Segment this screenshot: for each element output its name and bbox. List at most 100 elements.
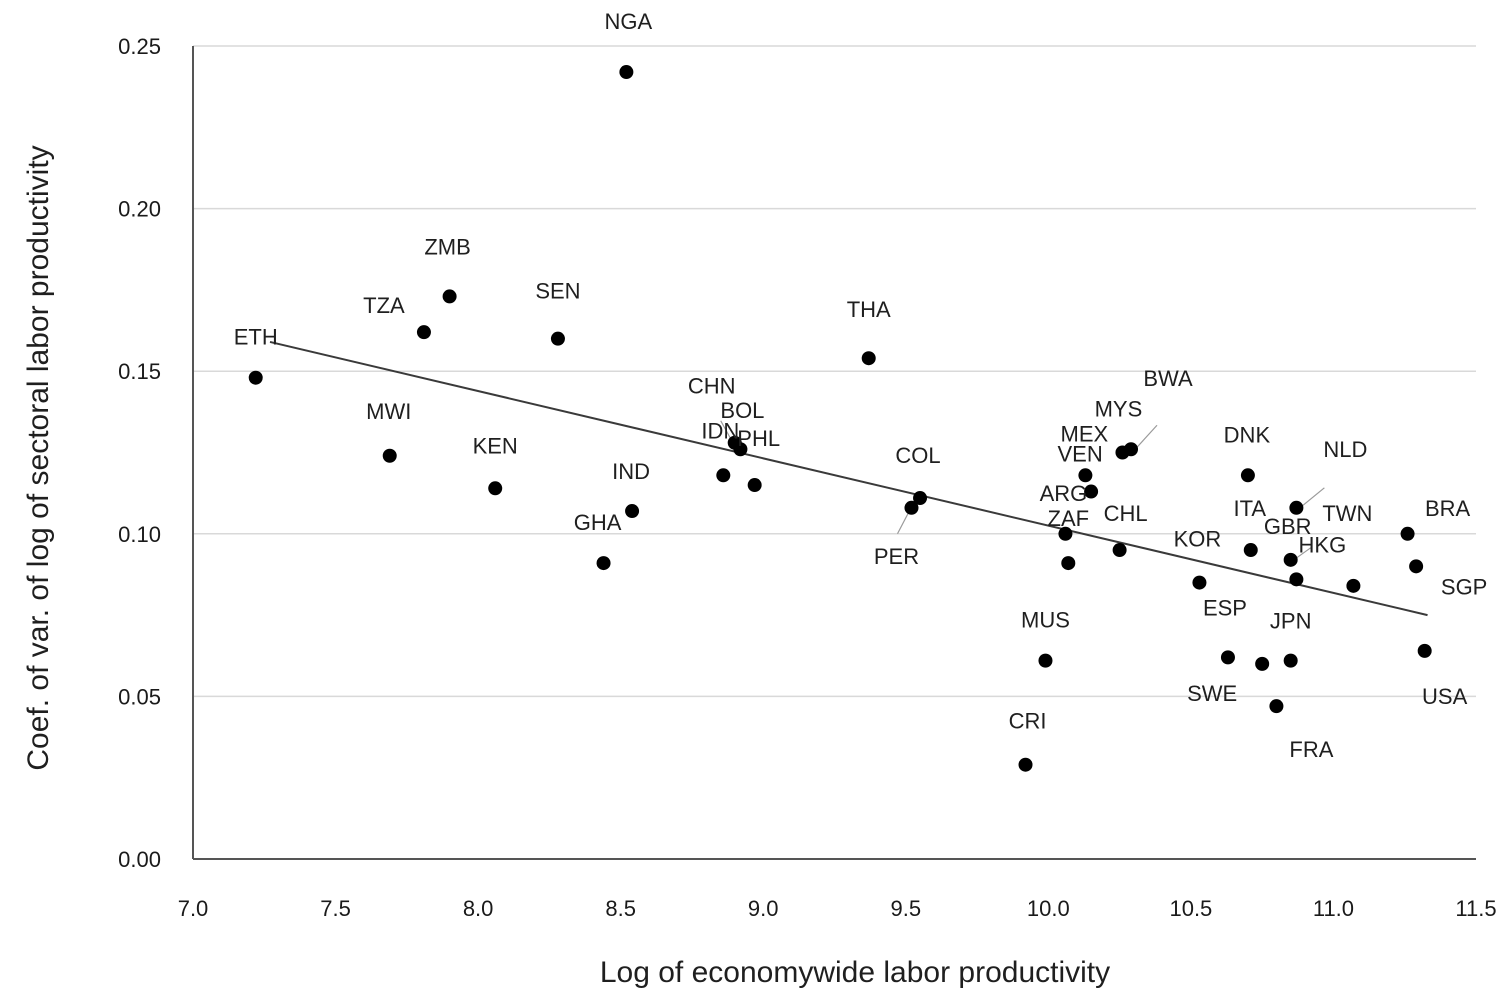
- point-label-esp: ESP: [1203, 595, 1247, 620]
- data-point-swe: [1255, 656, 1270, 671]
- point-label-gbr: GBR: [1264, 514, 1312, 539]
- point-label-sen: SEN: [535, 279, 580, 304]
- x-tick-label: 9.0: [748, 896, 779, 921]
- point-label-tha: THA: [847, 297, 891, 322]
- data-point-fra: [1269, 699, 1284, 714]
- data-point-sgp: [1409, 559, 1424, 574]
- data-point-zaf: [1061, 556, 1076, 571]
- data-point-nld: [1289, 500, 1304, 515]
- data-point-mus: [1038, 653, 1053, 668]
- data-points: [248, 65, 1432, 772]
- data-point-per: [904, 500, 919, 515]
- point-label-zaf: ZAF: [1048, 506, 1090, 531]
- point-label-kor: KOR: [1174, 527, 1222, 552]
- point-label-chn: CHN: [688, 374, 736, 399]
- trendline: [269, 340, 1428, 617]
- point-label-phl: PHL: [737, 426, 780, 451]
- x-tick-label: 10.0: [1027, 896, 1070, 921]
- y-tick-label: 0.05: [118, 684, 161, 709]
- data-point-bol: [733, 442, 748, 457]
- point-label-jpn: JPN: [1270, 609, 1312, 634]
- point-label-twn: TWN: [1322, 501, 1372, 526]
- point-label-fra: FRA: [1289, 737, 1333, 762]
- point-label-ind: IND: [612, 459, 650, 484]
- data-point-dnk: [1240, 468, 1255, 483]
- data-point-ken: [488, 481, 503, 496]
- leader-line-per: [896, 510, 911, 535]
- point-label-ita: ITA: [1233, 496, 1266, 521]
- point-label-bwa: BWA: [1143, 366, 1193, 391]
- data-point-tza: [416, 325, 431, 340]
- x-tick-label: 9.5: [890, 896, 921, 921]
- data-point-idn: [716, 468, 731, 483]
- x-tick-label: 7.5: [320, 896, 351, 921]
- data-point-ita: [1243, 543, 1258, 558]
- point-label-nld: NLD: [1323, 437, 1367, 462]
- point-label-ken: KEN: [473, 433, 518, 458]
- point-label-tza: TZA: [363, 293, 405, 318]
- y-tick-label: 0.25: [118, 34, 161, 59]
- data-point-zmb: [442, 289, 457, 304]
- y-tick-label: 0.10: [118, 522, 161, 547]
- point-label-mwi: MWI: [366, 399, 411, 424]
- point-label-idn: IDN: [701, 418, 739, 443]
- point-label-per: PER: [874, 544, 919, 569]
- data-point-arg: [1058, 526, 1073, 541]
- y-tick-label: 0.15: [118, 359, 161, 384]
- data-point-ind: [625, 504, 640, 519]
- data-point-ven: [1084, 484, 1099, 499]
- x-tick-label: 11.5: [1455, 896, 1496, 921]
- point-label-hkg: HKG: [1299, 532, 1347, 557]
- point-label-col: COL: [895, 443, 940, 468]
- gridlines: [193, 45, 1476, 698]
- data-point-gbr: [1283, 552, 1298, 567]
- point-label-gha: GHA: [574, 510, 622, 535]
- data-point-esp: [1220, 650, 1235, 665]
- label-leaders: [720, 420, 1325, 559]
- leader-line-gbr: [1296, 547, 1312, 559]
- point-label-bol: BOL: [720, 398, 764, 423]
- x-tick-label: 8.5: [605, 896, 636, 921]
- point-label-mus: MUS: [1021, 608, 1070, 633]
- data-point-mys: [1115, 445, 1130, 460]
- x-tick-label: 10.5: [1169, 896, 1212, 921]
- data-point-col: [913, 491, 928, 506]
- tick-labels: 0.00 0.05 0.10 0.15 0.20 0.25 7.0 7.5 8.0 8.5 9.0 9…: [118, 34, 1496, 921]
- point-label-mys: MYS: [1095, 397, 1143, 422]
- point-label-usa: USA: [1422, 684, 1468, 709]
- data-point-sen: [550, 331, 565, 346]
- point-label-nga: NGA: [605, 9, 653, 34]
- data-point-bra: [1400, 526, 1415, 541]
- point-label-zmb: ZMB: [424, 234, 470, 259]
- leader-line-bwa: [1136, 424, 1158, 448]
- point-label-eth: ETH: [234, 325, 278, 350]
- data-point-twn: [1346, 578, 1361, 593]
- data-point-phl: [747, 478, 762, 493]
- data-point-mex: [1078, 468, 1093, 483]
- data-point-cri: [1018, 757, 1033, 772]
- leader-line-nld: [1302, 487, 1325, 507]
- x-tick-label: 8.0: [463, 896, 494, 921]
- point-label-sgp: SGP: [1441, 574, 1487, 599]
- data-point-gha: [596, 556, 611, 571]
- data-point-usa: [1417, 643, 1432, 658]
- point-label-mex: MEX: [1061, 421, 1109, 446]
- y-axis-title: Coef. of var. of log of sectoral labor p…: [22, 145, 55, 770]
- data-point-chl: [1112, 543, 1127, 558]
- data-point-mwi: [382, 448, 397, 463]
- point-label-arg: ARG: [1040, 481, 1088, 506]
- point-label-dnk: DNK: [1224, 422, 1271, 447]
- x-axis-title: Log of economywide labor productivity: [600, 956, 1110, 989]
- data-point-hkg: [1289, 572, 1304, 587]
- y-tick-label: 0.20: [118, 197, 161, 222]
- point-label-ven: VEN: [1057, 442, 1102, 467]
- point-label-bra: BRA: [1425, 496, 1471, 521]
- point-label-swe: SWE: [1187, 681, 1237, 706]
- point-label-cri: CRI: [1009, 709, 1047, 734]
- leader-line-chn: [720, 420, 732, 440]
- data-point-kor: [1192, 575, 1207, 590]
- y-tick-label: 0.00: [118, 847, 161, 872]
- data-point-jpn: [1283, 653, 1298, 668]
